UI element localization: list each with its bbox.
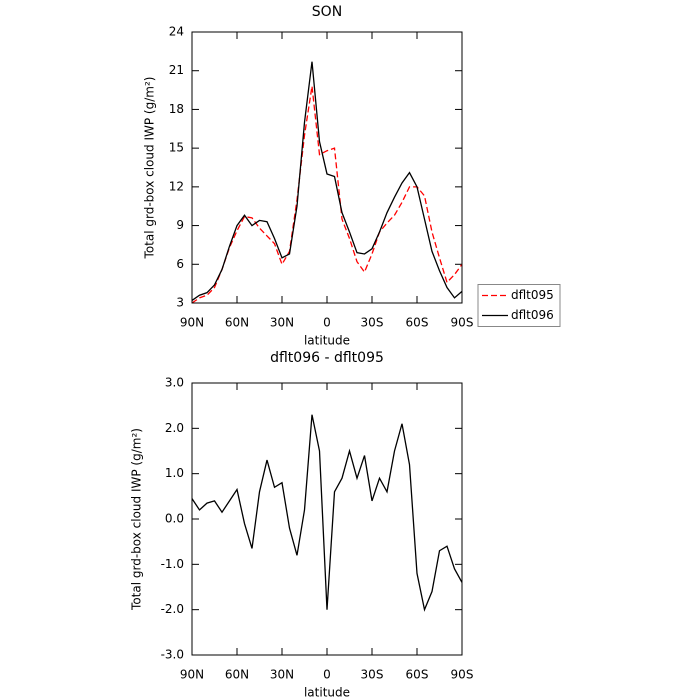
legend-label: dflt096: [511, 308, 554, 322]
x-axis-label: latitude: [304, 686, 350, 700]
legend-box: [477, 284, 561, 327]
x-tick-label: 60S: [406, 316, 429, 330]
x-tick-label: 0: [323, 316, 331, 330]
y-tick-label: 12: [169, 179, 184, 193]
y-tick-label: -1.0: [161, 557, 184, 571]
y-tick-label: 0.0: [165, 512, 184, 526]
y-tick-label: 1.0: [165, 466, 184, 480]
data-line: [191, 61, 463, 301]
x-tick-label: 30N: [270, 316, 294, 330]
y-tick-label: 9: [176, 218, 184, 232]
x-tick-label: 30S: [361, 668, 384, 682]
chart-title: SON: [312, 4, 342, 20]
x-tick-label: 60S: [406, 668, 429, 682]
y-tick-label: 15: [169, 141, 184, 155]
x-tick-label: 30S: [361, 316, 384, 330]
x-axis-label: latitude: [304, 334, 350, 348]
x-tick-label: 90S: [451, 668, 474, 682]
plot-frame: [191, 31, 463, 304]
x-tick-label: 90N: [180, 668, 204, 682]
y-tick-label: 21: [169, 63, 184, 77]
y-tick-label: 18: [169, 102, 184, 116]
plot-frame: [191, 382, 463, 656]
y-tick-label: 2.0: [165, 421, 184, 435]
y-tick-label: 24: [169, 25, 184, 39]
x-tick-label: 60N: [225, 668, 249, 682]
y-axis-label: Total grd-box cloud IWP (g/m²): [143, 77, 157, 260]
y-tick-label: 3.0: [165, 376, 184, 390]
y-tick-label: 3: [176, 296, 184, 310]
data-line: [191, 86, 463, 304]
y-tick-label: -3.0: [161, 648, 184, 662]
y-axis-label: Total grd-box cloud IWP (g/m²): [130, 428, 144, 611]
x-tick-label: 30N: [270, 668, 294, 682]
y-tick-label: -2.0: [161, 602, 184, 616]
legend-label: dflt095: [511, 288, 554, 302]
x-tick-label: 90S: [451, 316, 474, 330]
data-line: [191, 414, 463, 612]
y-tick-label: 6: [176, 257, 184, 271]
x-tick-label: 60N: [225, 316, 249, 330]
chart-title: dflt096 - dflt095: [270, 350, 384, 366]
x-tick-label: 90N: [180, 316, 204, 330]
x-tick-label: 0: [323, 668, 331, 682]
